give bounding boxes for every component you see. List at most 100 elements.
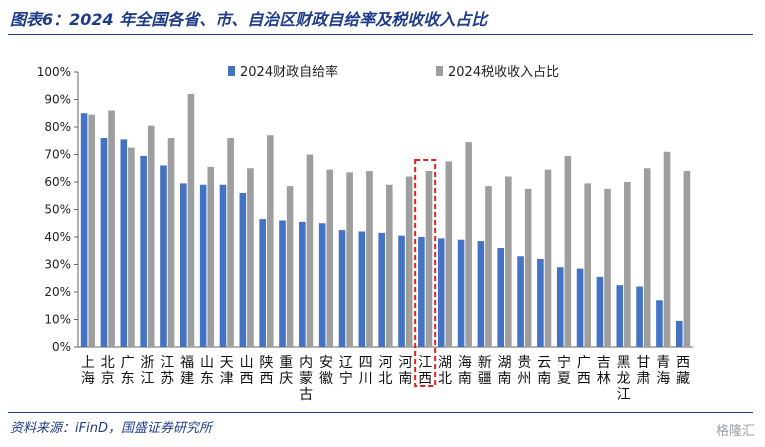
bar-tax-share-19: [465, 142, 472, 347]
x-tick-label: 徽: [319, 371, 333, 387]
y-tick-label: 60%: [44, 175, 71, 189]
x-tick-label: 夏: [557, 371, 571, 387]
x-tick-label: 青: [656, 355, 670, 371]
y-tick-label: 30%: [44, 258, 71, 272]
bar-self-sufficiency-30: [675, 320, 683, 347]
bar-tax-share-30: [683, 171, 691, 347]
bar-tax-share-18: [445, 161, 453, 347]
y-tick-label: 70%: [44, 148, 71, 162]
bar-tax-share-22: [524, 188, 532, 347]
x-tick-label: 四: [359, 355, 373, 371]
bar-self-sufficiency-10: [279, 220, 286, 347]
x-tick-label: 西: [418, 371, 432, 387]
bar-self-sufficiency-16: [398, 235, 405, 347]
x-tick-label: 安: [319, 355, 333, 371]
x-tick-label: 南: [498, 371, 512, 387]
bar-tax-share-1: [108, 110, 115, 347]
bar-self-sufficiency-26: [596, 276, 604, 347]
bar-self-sufficiency-20: [477, 241, 485, 347]
legend-label-0: 2024财政自给率: [240, 64, 338, 80]
x-tick-label: 津: [220, 371, 234, 387]
x-tick-label: 上: [81, 355, 95, 371]
bar-self-sufficiency-21: [497, 248, 505, 347]
bar-self-sufficiency-14: [358, 231, 366, 347]
legend-label-1: 2024税收收入占比: [448, 65, 559, 80]
x-tick-label: 江: [160, 355, 174, 371]
y-tick-label: 100%: [37, 65, 71, 79]
bar-tax-share-20: [485, 186, 492, 347]
x-tick-label: 疆: [478, 371, 492, 387]
x-tick-label: 南: [398, 371, 412, 387]
bar-self-sufficiency-25: [576, 268, 584, 347]
x-tick-label: 广: [577, 355, 591, 371]
bar-tax-share-27: [624, 182, 631, 347]
bar-self-sufficiency-4: [160, 165, 167, 347]
bar-tax-share-21: [505, 176, 512, 347]
source-divider: [8, 412, 753, 413]
x-tick-label: 南: [458, 371, 472, 387]
x-tick-label: 内: [299, 355, 313, 371]
x-tick-label: 川: [359, 371, 373, 387]
bar-self-sufficiency-27: [616, 285, 624, 347]
bar-self-sufficiency-19: [457, 239, 465, 347]
x-tick-label: 西: [577, 371, 591, 387]
x-tick-label: 州: [517, 371, 531, 387]
x-tick-label: 江: [418, 355, 432, 371]
highlight-box-jiangxi: [414, 159, 437, 387]
bar-tax-share-25: [584, 183, 591, 347]
x-tick-label: 东: [121, 371, 135, 387]
x-tick-label: 吉: [597, 355, 611, 371]
x-tick-label: 广: [121, 355, 135, 371]
bar-self-sufficiency-28: [636, 286, 643, 347]
x-tick-label: 宁: [557, 354, 571, 371]
bar-tax-share-15: [386, 184, 393, 347]
watermark-logo: 格隆汇: [715, 424, 755, 439]
bar-self-sufficiency-23: [537, 259, 544, 347]
bar-tax-share-3: [147, 125, 155, 347]
bar-tax-share-14: [366, 171, 373, 347]
x-tick-label: 贵: [517, 355, 531, 371]
x-tick-labels: 上海北京广东浙江江苏福建山东天津山西陕西重庆内蒙古安徽辽宁四川河北河南江西湖北海…: [81, 354, 690, 403]
bar-tax-share-17: [425, 171, 433, 347]
x-tick-label: 山: [240, 355, 254, 371]
bar-self-sufficiency-11: [299, 221, 306, 347]
x-tick-label: 庆: [279, 371, 293, 387]
bar-tax-share-12: [326, 169, 334, 347]
bar-tax-share-2: [128, 147, 135, 347]
bar-self-sufficiency-24: [556, 267, 564, 347]
x-tick-label: 苏: [160, 371, 174, 387]
bar-self-sufficiency-0: [80, 113, 88, 347]
y-tick-label: 50%: [44, 203, 71, 217]
x-tick-label: 林: [597, 371, 611, 387]
x-tick-label: 山: [200, 355, 214, 371]
x-tick-label: 东: [200, 371, 214, 387]
x-tick-label: 建: [180, 371, 194, 387]
bar-self-sufficiency-1: [100, 138, 108, 347]
x-tick-label: 天: [220, 355, 234, 371]
x-tick-label: 海: [81, 371, 95, 387]
x-tick-label: 西: [240, 371, 254, 387]
x-tick-label: 藏: [676, 371, 690, 387]
bar-tax-share-10: [286, 186, 294, 347]
title-divider: [8, 34, 753, 35]
x-tick-label: 湖: [438, 355, 452, 371]
bar-tax-share-29: [663, 151, 671, 347]
x-tick-label: 甘: [636, 355, 650, 371]
x-tick-label: 北: [101, 355, 115, 371]
x-tick-label: 西: [259, 371, 273, 387]
x-tick-label: 浙: [140, 355, 154, 371]
y-tick-label: 40%: [44, 230, 71, 244]
bar-self-sufficiency-12: [318, 223, 326, 347]
highlight-box: [414, 159, 437, 387]
y-tick-label: 90%: [44, 93, 71, 107]
x-tick-label: 南: [537, 371, 551, 387]
x-tick-label: 河: [379, 355, 393, 371]
x-tick-label: 江: [140, 371, 154, 387]
bar-self-sufficiency-17: [418, 237, 425, 347]
bar-tax-share-6: [207, 166, 215, 347]
x-tick-label: 宁: [339, 370, 353, 387]
bar-tax-share-24: [564, 155, 572, 347]
x-tick-label: 古: [299, 387, 313, 403]
bar-tax-share-8: [247, 168, 254, 347]
chart-title: 图表6：2024 年全国各省、市、自治区财政自给率及税收收入占比: [10, 10, 488, 29]
